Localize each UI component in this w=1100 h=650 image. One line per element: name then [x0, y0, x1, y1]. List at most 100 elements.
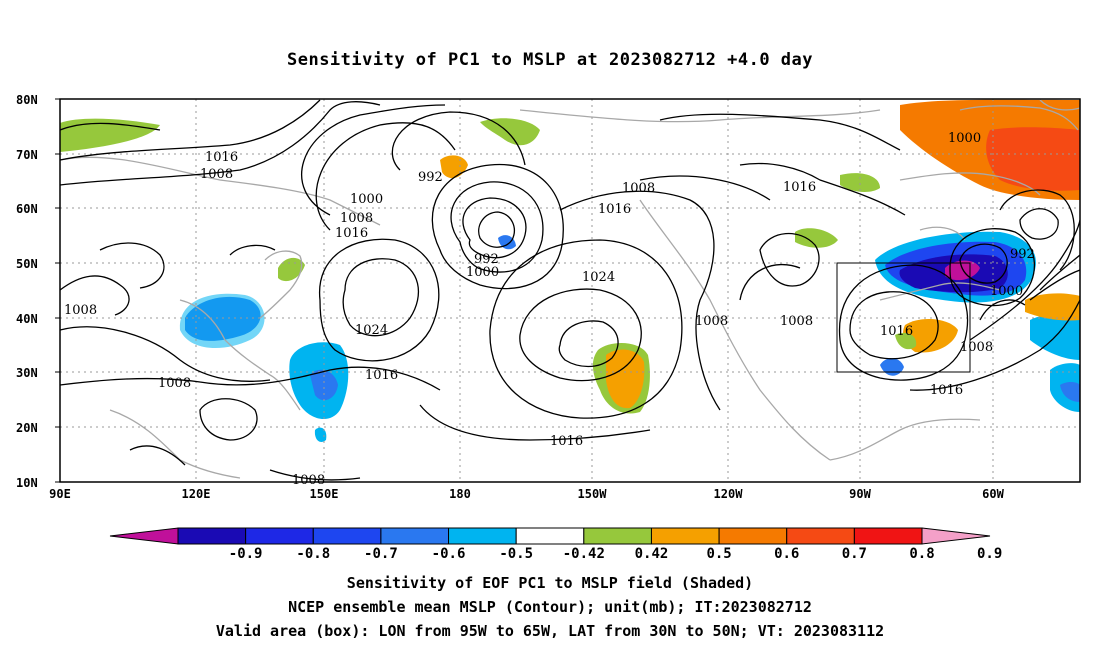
shade-green-np-north [480, 118, 540, 146]
contour-label: 1024 [582, 270, 615, 285]
valid-area-box [836, 262, 971, 373]
lon-label: 120W [714, 487, 744, 501]
colorbar-label: 0.7 [842, 546, 867, 562]
shade-green-canada [840, 173, 880, 192]
contour-label: 992 [418, 170, 443, 185]
contour-label: 1016 [365, 368, 398, 383]
shade-orange-east-atl [1025, 293, 1080, 321]
colorbar-swatch [786, 527, 855, 545]
lat-ticks [55, 98, 60, 483]
lon-label: 60W [982, 487, 1004, 501]
colorbar-swatch [853, 527, 923, 545]
lat-label: 70N [16, 148, 38, 162]
colorbar-label: -0.6 [432, 546, 466, 562]
lat-labels: 80N 70N 60N 50N 40N 30N 20N 10N [16, 93, 38, 490]
colorbar-label: 0.9 [977, 546, 1002, 562]
map-title: Sensitivity of PC1 to MSLP at 2023082712… [286, 50, 813, 70]
contour-label: 1008 [292, 473, 325, 488]
shade-orange-subtropics [606, 349, 645, 409]
colorbar-swatch [312, 527, 382, 545]
lat-label: 80N [16, 93, 38, 107]
shade-magenta-atlantic [945, 260, 980, 281]
shade-orange-gulf [903, 318, 958, 353]
grid-lines [60, 99, 1080, 482]
shade-green-gulf [895, 332, 917, 350]
lat-label: 40N [16, 312, 38, 326]
lon-label: 120E [182, 487, 211, 501]
colorbar-label: -0.7 [364, 546, 398, 562]
lon-label: 150E [310, 487, 339, 501]
contour-label: 1000 [948, 131, 981, 146]
colorbar-swatch [583, 527, 652, 545]
contour-label: 1000 [466, 265, 499, 280]
colorbar-label: 0.6 [774, 546, 799, 562]
shade-orange-992 [440, 155, 468, 179]
contour-label: 1000 [350, 192, 383, 207]
lat-label: 30N [16, 366, 38, 380]
shade-blue-east-atl-south [1060, 381, 1080, 402]
contour-label: 1016 [930, 383, 963, 398]
caption-line-3: Valid area (box): LON from 95W to 65W, L… [215, 622, 885, 640]
contour-label: 1008 [780, 314, 813, 329]
shade-green-japan [278, 257, 305, 282]
shade-blue-wpac [310, 369, 338, 401]
shade-cyan-wpac-small [314, 427, 327, 442]
lon-label: 180 [449, 487, 471, 501]
lon-labels: 90E 120E 150E 180 150W 120W 90W 60W [49, 487, 1004, 501]
contour-label: 1008 [622, 181, 655, 196]
contour-label: 1016 [205, 150, 238, 165]
colorbar-swatch [650, 527, 720, 545]
contour-label: 992 [474, 252, 499, 267]
contour-labels: 1016 1008 992 1000 1008 1016 992 1000 10… [64, 131, 1035, 488]
colorbar-label: -0.8 [296, 546, 330, 562]
shade-orange-east-dark [986, 127, 1080, 191]
contour-label: 1008 [960, 340, 993, 355]
contour-label: 1008 [695, 314, 728, 329]
colorbar-label: 0.8 [909, 546, 934, 562]
colorbar-swatch [448, 527, 517, 545]
shade-green-rockies [795, 228, 838, 248]
contour-label: 1008 [64, 303, 97, 318]
lon-label: 90E [49, 487, 71, 501]
shade-green-arctic-west [60, 118, 160, 152]
colorbar-label: 0.42 [635, 546, 669, 562]
colorbar-swatch [245, 527, 314, 545]
colorbar: -0.9 -0.8 -0.7 -0.6 -0.5 -0.42 0.42 0.5 0.6 0.7 0.… [109, 527, 1002, 562]
lat-label: 10N [16, 476, 38, 490]
colorbar-label: -0.42 [563, 546, 605, 562]
colorbar-swatch [515, 527, 585, 545]
caption-line-2: NCEP ensemble mean MSLP (Contour); unit(… [288, 598, 812, 616]
colorbar-swatch [380, 527, 450, 545]
lon-label: 90W [849, 487, 871, 501]
shade-cyan-china [179, 293, 265, 349]
colorbar-swatch [718, 527, 788, 545]
shade-blue-caribbean [880, 358, 904, 376]
contour-label: 1016 [598, 202, 631, 217]
mslp-contours [60, 99, 1080, 481]
colorbar-swatch [109, 527, 179, 545]
colorbar-label: -0.5 [499, 546, 533, 562]
colorbar-swatch [177, 527, 247, 545]
lat-label: 60N [16, 202, 38, 216]
caption-line-1: Sensitivity of EOF PC1 to MSLP field (Sh… [346, 574, 754, 592]
contour-label: 992 [1010, 247, 1035, 262]
colorbar-swatch [921, 527, 991, 545]
contour-label: 1016 [880, 324, 913, 339]
contour-label: 1016 [335, 226, 368, 241]
contour-label: 1016 [550, 434, 583, 449]
lat-label: 20N [16, 421, 38, 435]
lat-label: 50N [16, 257, 38, 271]
shade-blue-aleutian [498, 235, 516, 250]
contour-label: 1000 [990, 284, 1023, 299]
lon-label: 150W [578, 487, 608, 501]
contour-label: 1016 [783, 180, 816, 195]
contour-label: 1008 [158, 376, 191, 391]
contour-label: 1008 [340, 211, 373, 226]
contour-label: 1008 [200, 167, 233, 182]
contour-label: 1024 [355, 323, 388, 338]
colorbar-label: 0.5 [706, 546, 731, 562]
shaded-sensitivity [60, 99, 1080, 442]
plot-border [59, 98, 1081, 483]
colorbar-label: -0.9 [229, 546, 263, 562]
